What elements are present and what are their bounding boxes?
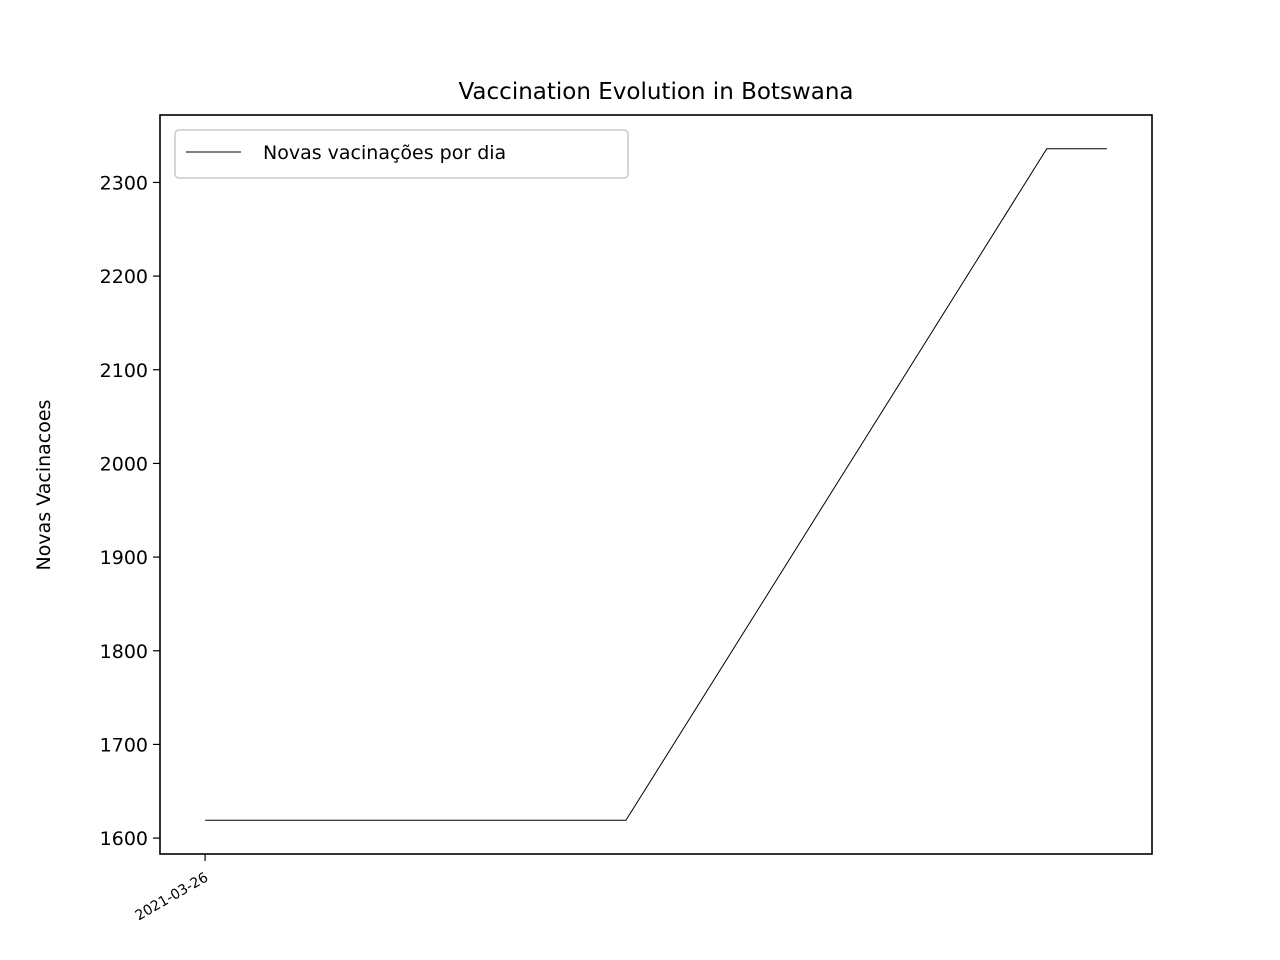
y-tick-label: 2100 (100, 360, 148, 382)
y-tick-label: 2000 (100, 453, 148, 475)
y-tick-label: 1600 (100, 828, 148, 850)
y-axis-label: Novas Vacinacoes (33, 400, 55, 571)
y-tick-label: 2200 (100, 266, 148, 288)
y-tick-label: 1900 (100, 547, 148, 569)
plot-frame (159, 114, 1153, 855)
line-series (205, 148, 1107, 821)
y-tick-label: 2300 (100, 172, 148, 194)
chart-title: Vaccination Evolution in Botswana (458, 79, 853, 105)
y-tick-label: 1800 (100, 641, 148, 663)
legend-box (174, 129, 629, 179)
y-tick-label: 1700 (100, 734, 148, 756)
legend-label: Novas vacinações por dia (263, 142, 506, 164)
